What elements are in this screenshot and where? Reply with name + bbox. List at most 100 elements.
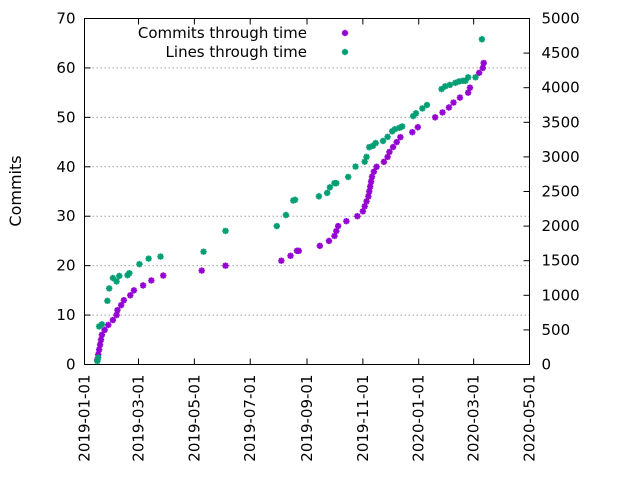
x-tick-label: 2019-07-01 [241, 375, 259, 462]
data-point-lines [145, 255, 152, 262]
data-point-commits [414, 124, 421, 131]
data-point-lines [379, 137, 387, 145]
data-point-lines [372, 139, 379, 147]
data-point-commits [316, 242, 324, 250]
data-point-lines [399, 123, 406, 130]
data-point-lines [446, 81, 454, 89]
data-point-commits [384, 153, 391, 161]
x-tick-label: 2019-01-01 [76, 375, 94, 462]
data-point-commits [343, 217, 350, 225]
data-point-commits [397, 133, 404, 141]
axes: 0 10 20 30 40 50 60 70 0 500 1000 1500 2000 2500 3000 3… [56, 10, 579, 462]
y2-tick-label: 3000 [542, 148, 580, 166]
data-point-commits [97, 336, 105, 343]
data-point-commits [325, 237, 333, 245]
data-point-commits [389, 143, 397, 151]
data-point-lines [352, 163, 359, 170]
y-tick-label: 70 [56, 10, 75, 28]
data-point-lines [345, 173, 352, 181]
data-point-commits [127, 292, 134, 299]
data-point-commits [456, 94, 464, 101]
data-point-lines [419, 105, 426, 112]
data-point-commits [334, 222, 342, 230]
y2-tick-label: 2000 [542, 217, 580, 235]
legend: Commits through time Lines through time [138, 24, 349, 61]
data-point-commits [380, 158, 388, 166]
data-point-commits [464, 89, 472, 96]
data-point-commits [368, 173, 376, 180]
data-point-commits [278, 257, 285, 264]
data-point-commits [365, 193, 372, 200]
data-point-lines [98, 321, 106, 328]
data-point-lines [464, 74, 472, 81]
series-lines [94, 36, 486, 365]
data-point-lines [104, 297, 111, 305]
data-point-commits [393, 138, 400, 146]
data-point-lines [472, 74, 479, 81]
data-point-commits [373, 163, 380, 170]
data-point-lines [333, 179, 340, 187]
legend-marker-lines [341, 48, 349, 56]
legend-marker-commits [341, 29, 349, 37]
data-point-lines [126, 269, 133, 277]
data-point-lines [315, 193, 323, 200]
data-point-commits [113, 311, 120, 319]
data-point-commits [450, 99, 457, 106]
y-tick-label: 0 [66, 356, 76, 374]
data-point-commits [475, 69, 483, 77]
data-point-lines [291, 196, 299, 204]
data-point-commits [222, 262, 229, 269]
data-point-lines [412, 110, 420, 117]
data-point-commits [480, 59, 487, 67]
data-point-commits [96, 341, 104, 348]
data-point-lines [423, 101, 431, 109]
data-point-lines [326, 184, 334, 191]
data-point-lines [95, 354, 102, 361]
y-tick-label: 60 [56, 59, 75, 77]
data-point-commits [366, 188, 373, 195]
data-point-commits [120, 297, 128, 304]
data-point-lines [113, 278, 120, 285]
data-point-commits [105, 321, 112, 329]
data-point-commits [331, 232, 338, 240]
y-tick-label: 30 [56, 207, 75, 225]
data-point-lines [106, 285, 113, 292]
legend-label-commits: Commits through time [138, 24, 307, 42]
data-point-lines [384, 133, 391, 141]
data-point-commits [363, 198, 370, 205]
data-point-commits [148, 277, 155, 284]
y-tick-label: 10 [56, 306, 75, 324]
x-tick-label: 2020-05-01 [521, 375, 539, 462]
data-point-commits [445, 104, 453, 111]
y2-tick-label: 1000 [542, 286, 580, 304]
y-tick-label: 20 [56, 257, 75, 275]
y2-tick-label: 2500 [542, 183, 580, 201]
data-point-commits [333, 227, 340, 235]
data-point-lines [222, 227, 229, 235]
y-tick-label: 50 [56, 108, 75, 126]
data-point-commits [295, 247, 302, 255]
y2-tick-label: 1500 [542, 252, 580, 270]
data-point-lines [200, 248, 207, 255]
data-point-commits [287, 252, 294, 259]
data-point-commits [130, 287, 138, 294]
data-point-commits [466, 84, 474, 91]
data-point-commits [370, 168, 378, 175]
data-point-lines [282, 211, 290, 219]
data-point-commits [101, 326, 108, 334]
plot-frame [84, 18, 530, 365]
data-point-commits [160, 272, 167, 279]
y2-tick-label: 0 [542, 356, 552, 374]
x-tick-label: 2019-09-01 [298, 375, 316, 462]
y2-tick-label: 5000 [542, 10, 580, 28]
data-point-commits [117, 301, 125, 309]
data-point-commits [95, 346, 103, 353]
data-point-lines [136, 260, 143, 268]
x-tick-label: 2019-05-01 [185, 375, 203, 462]
x-tick-label: 2019-03-01 [130, 375, 148, 462]
data-point-commits [354, 213, 361, 220]
data-point-commits [409, 128, 416, 136]
y2-tick-label: 500 [542, 321, 571, 339]
data-point-lines [273, 222, 280, 230]
